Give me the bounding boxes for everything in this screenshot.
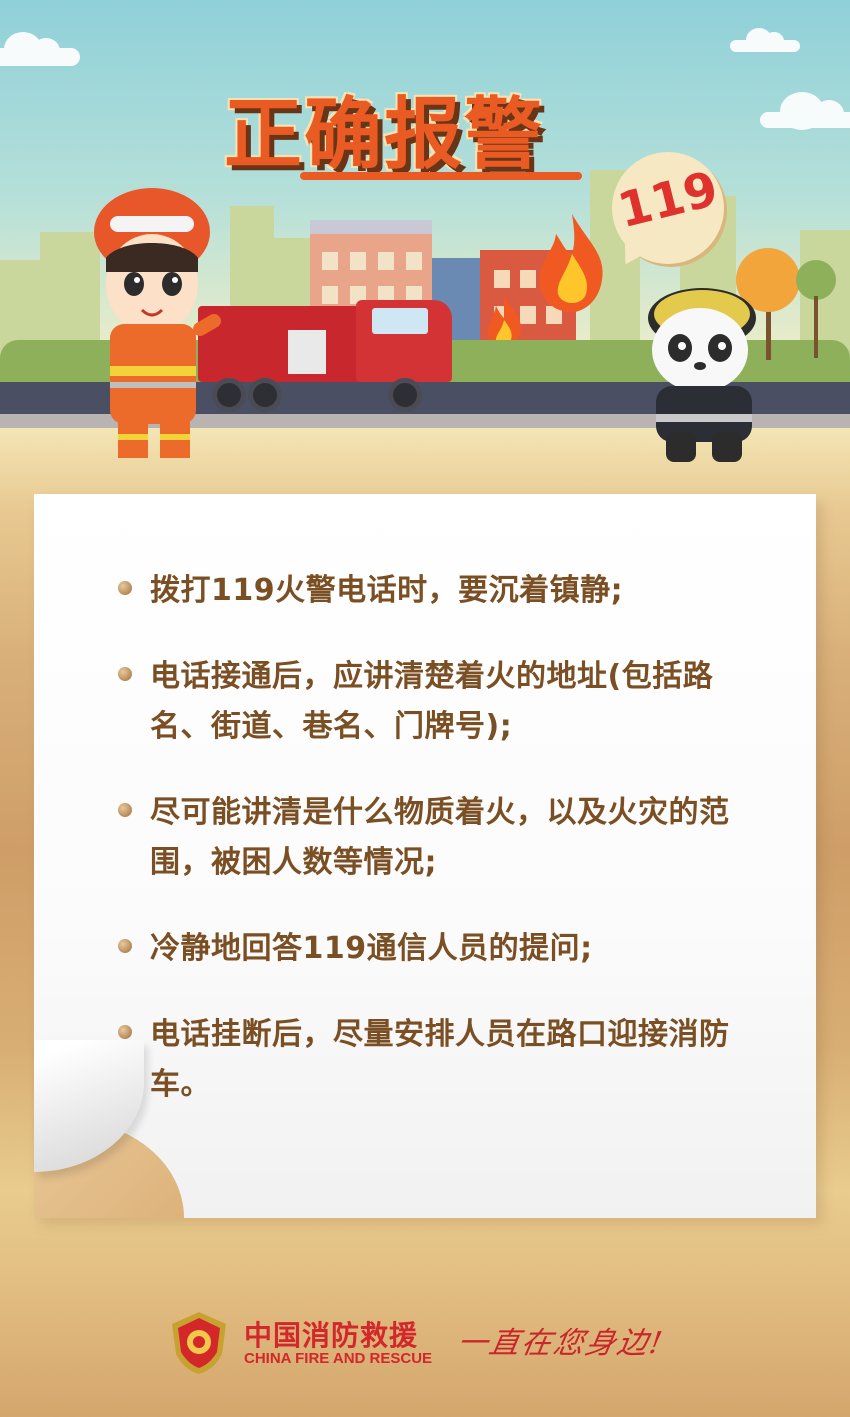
panda-firefighter-character — [648, 288, 756, 462]
tip-text: 电话挂断后，尽量安排人员在路口迎接消防车。 — [150, 1017, 730, 1102]
bullet-icon — [118, 803, 132, 817]
list-item: 电话挂断后，尽量安排人员在路口迎接消防车。 — [118, 1010, 758, 1110]
bullet-icon — [118, 1025, 132, 1039]
emergency-number-bubble: 119 — [612, 152, 724, 264]
slogan: 一直在您身边! — [454, 1326, 667, 1361]
flame-icon — [539, 214, 603, 313]
cloud — [760, 92, 850, 130]
list-item: 拨打119火警电话时，要沉着镇静; — [118, 566, 758, 616]
bullet-icon — [118, 581, 132, 595]
tree — [736, 248, 836, 360]
tip-text: 冷静地回答119通信人员的提问; — [150, 931, 593, 966]
list-item: 尽可能讲清是什么物质着火，以及火灾的范围，被困人数等情况; — [118, 788, 758, 888]
tips-paper — [34, 494, 816, 1218]
list-item: 电话接通后，应讲清楚着火的地址(包括路名、街道、巷名、门牌号); — [118, 652, 758, 752]
emergency-number: 119 — [612, 160, 724, 240]
tip-text: 拨打119火警电话时，要沉着镇静; — [150, 573, 624, 608]
org-name-cn: 中国消防救援 — [244, 1319, 419, 1352]
flame-icon — [488, 296, 521, 348]
bullet-icon — [118, 939, 132, 953]
list-item: 冷静地回答119通信人员的提问; — [118, 924, 758, 974]
org-name-en: CHINA FIRE AND RESCUE — [244, 1350, 433, 1367]
bullet-icon — [118, 667, 132, 681]
tips-list: 拨打119火警电话时，要沉着镇静; 电话接通后，应讲清楚着火的地址(包括路名、街… — [118, 566, 758, 1146]
fire-rescue-emblem-icon — [172, 1312, 226, 1374]
cloud — [730, 28, 800, 52]
curb — [0, 414, 850, 428]
tip-text: 电话接通后，应讲清楚着火的地址(包括路名、街道、巷名、门牌号); — [150, 659, 714, 744]
firefighter-character — [94, 188, 221, 458]
title-underline — [300, 172, 582, 180]
tip-text: 尽可能讲清是什么物质着火，以及火灾的范围，被困人数等情况; — [150, 795, 730, 880]
page-title: 正确报警 — [224, 90, 545, 180]
cloud — [0, 32, 80, 66]
